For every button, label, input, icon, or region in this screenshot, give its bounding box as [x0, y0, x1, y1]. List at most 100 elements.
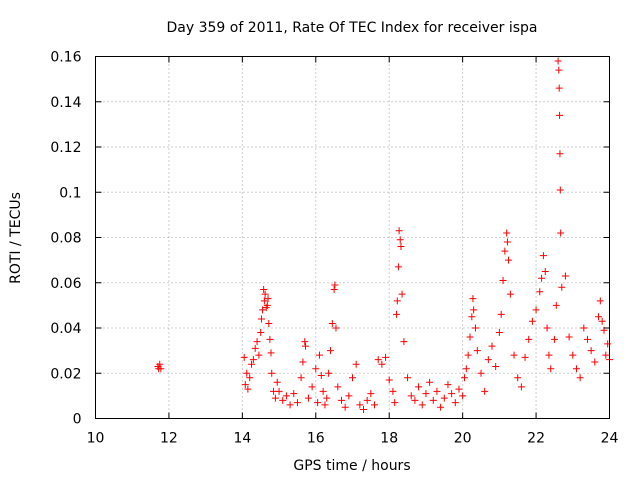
data-point — [297, 374, 305, 382]
data-point — [473, 347, 481, 355]
data-point — [312, 365, 320, 373]
x-tick-label: 12 — [160, 431, 178, 447]
data-point — [257, 315, 265, 323]
data-point — [440, 394, 448, 402]
data-point — [260, 286, 268, 294]
data-point — [594, 313, 602, 321]
data-point — [470, 306, 478, 314]
y-tick-label: 0.04 — [50, 321, 81, 337]
data-point — [253, 338, 261, 346]
y-tick-label: 0.02 — [50, 366, 81, 382]
data-point — [576, 374, 584, 382]
data-point — [337, 396, 345, 404]
data-point — [552, 301, 560, 309]
data-point — [550, 335, 558, 343]
data-point — [433, 387, 441, 395]
y-tick-label: 0.16 — [50, 50, 81, 66]
data-point — [444, 381, 452, 389]
data-point — [521, 353, 529, 361]
data-point — [356, 401, 364, 409]
data-point — [525, 335, 533, 343]
data-point — [286, 401, 294, 409]
data-point — [317, 372, 325, 380]
data-point — [602, 351, 610, 359]
data-point — [391, 399, 399, 407]
x-tick-label: 24 — [601, 431, 619, 447]
data-point — [352, 360, 360, 368]
data-point — [345, 392, 353, 400]
data-point — [468, 313, 476, 321]
data-point — [382, 353, 390, 361]
data-point — [290, 390, 298, 398]
data-point — [459, 392, 467, 400]
data-point — [503, 238, 511, 246]
data-point — [341, 403, 349, 411]
data-point — [304, 394, 312, 402]
data-point — [572, 365, 580, 373]
data-point — [259, 306, 267, 314]
grid-lines — [95, 56, 610, 419]
data-point — [385, 376, 393, 384]
data-point — [565, 333, 573, 341]
data-point — [244, 385, 252, 393]
data-point — [398, 290, 406, 298]
data-point — [334, 383, 342, 391]
data-point — [279, 396, 287, 404]
data-point — [561, 272, 569, 280]
data-point — [583, 335, 591, 343]
data-point — [299, 358, 307, 366]
data-point — [389, 387, 397, 395]
data-point — [395, 227, 403, 235]
data-point — [569, 351, 577, 359]
data-point — [248, 360, 256, 368]
data-point — [591, 358, 599, 366]
y-tick-label: 0 — [73, 412, 82, 428]
data-point — [536, 288, 544, 296]
data-point — [371, 401, 379, 409]
data-point — [301, 338, 309, 346]
data-point — [492, 362, 500, 370]
data-point — [302, 342, 310, 350]
data-point — [241, 381, 249, 389]
data-point — [156, 360, 164, 368]
data-point — [263, 301, 271, 309]
data-point — [325, 369, 333, 377]
data-point — [415, 383, 423, 391]
data-point — [488, 342, 496, 350]
data-point — [243, 369, 251, 377]
data-point — [363, 396, 371, 404]
data-point — [460, 374, 468, 382]
data-point — [393, 310, 401, 318]
data-point — [393, 297, 401, 305]
data-point — [255, 351, 263, 359]
data-point — [331, 281, 339, 289]
data-point — [360, 405, 368, 413]
data-point — [321, 401, 329, 409]
data-point — [501, 247, 509, 255]
data-point — [314, 399, 322, 407]
data-point — [394, 263, 402, 271]
x-tick-label: 22 — [527, 431, 545, 447]
data-point — [411, 396, 419, 404]
x-tick-label: 14 — [233, 431, 251, 447]
data-point — [400, 338, 408, 346]
data-point — [484, 356, 492, 364]
data-point — [367, 390, 375, 398]
y-tick-label: 0.08 — [50, 231, 81, 247]
data-point — [464, 351, 472, 359]
data-point — [448, 390, 456, 398]
data-point — [555, 84, 563, 92]
data-point — [323, 394, 331, 402]
data-point — [471, 324, 479, 332]
data-point — [266, 335, 274, 343]
data-point — [397, 243, 405, 251]
data-point — [497, 310, 505, 318]
y-tick-label: 0.12 — [50, 140, 81, 156]
x-axis-ticks: 10 12 14 16 18 20 22 24 — [87, 56, 619, 447]
data-point — [273, 378, 281, 386]
data-point — [378, 360, 386, 368]
data-point — [404, 374, 412, 382]
data-point — [541, 267, 549, 275]
data-point — [466, 333, 474, 341]
data-point — [426, 378, 434, 386]
